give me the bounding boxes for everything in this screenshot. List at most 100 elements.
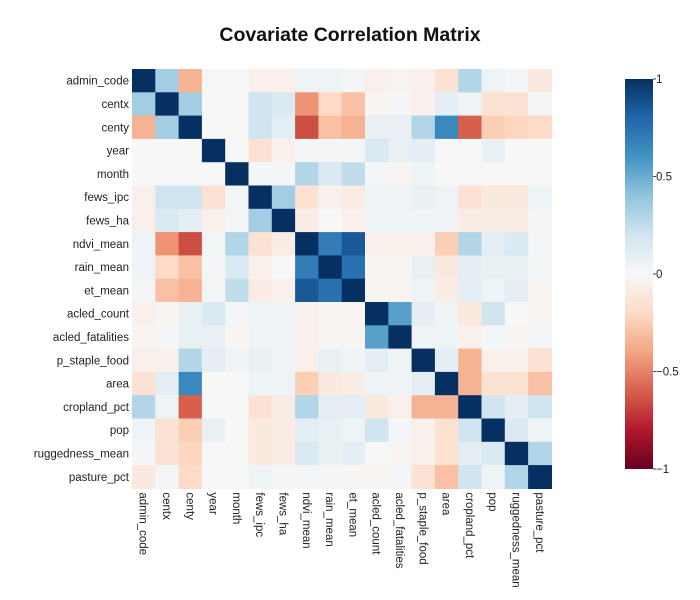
heatmap-cell-fews_ha-fews_ipc <box>248 208 273 233</box>
colorbar-tick-label: −0.5 <box>656 367 679 379</box>
heatmap-cell-year-pasture_pct <box>528 138 552 163</box>
heatmap-cell-pop-admin_code <box>132 418 156 443</box>
heatmap-cell-p_staple_food-centx <box>155 348 180 373</box>
heatmap-cell-centx-cropland_pct <box>458 92 483 117</box>
y-tick-label-month: month <box>97 169 129 181</box>
heatmap-cell-pasture_pct-area <box>434 465 459 489</box>
x-tick-label-fews_ha: fews_ha <box>276 492 288 535</box>
heatmap-cell-et_mean-p_staple_food <box>411 278 436 303</box>
heatmap-cell-area-admin_code <box>132 371 156 396</box>
heatmap-cell-acled_fatalities-ndvi_mean <box>295 325 319 350</box>
heatmap-cell-fews_ipc-acled_fatalities <box>388 185 413 210</box>
heatmap-cell-et_mean-acled_count <box>365 278 389 303</box>
x-tick-label-cropland_pct: cropland_pct <box>463 492 475 559</box>
heatmap-cell-month-acled_count <box>365 162 389 187</box>
heatmap-cell-fews_ha-month <box>225 208 250 233</box>
heatmap-cell-acled_count-ndvi_mean <box>295 302 319 326</box>
heatmap-cell-ndvi_mean-admin_code <box>132 232 156 256</box>
heatmap-cell-area-acled_fatalities <box>388 371 413 396</box>
heatmap-cell-rain_mean-area <box>434 255 459 280</box>
heatmap-cell-ruggedness_mean-centy <box>178 441 203 466</box>
heatmap-cell-ndvi_mean-acled_fatalities <box>388 232 413 256</box>
heatmap-cell-centx-admin_code <box>132 92 156 117</box>
heatmap-cell-cropland_pct-fews_ipc <box>248 395 273 420</box>
heatmap-cell-p_staple_food-admin_code <box>132 348 156 373</box>
heatmap-cell-p_staple_food-p_staple_food <box>411 348 436 373</box>
heatmap-cell-centy-admin_code <box>132 115 156 140</box>
heatmap-cell-year-admin_code <box>132 138 156 163</box>
heatmap-cell-pasture_pct-fews_ha <box>271 465 296 489</box>
heatmap-cell-ruggedness_mean-centx <box>155 441 180 466</box>
heatmap-cell-pop-cropland_pct <box>458 418 483 443</box>
heatmap-cell-admin_code-centx <box>155 69 180 93</box>
heatmap-cell-fews_ipc-admin_code <box>132 185 156 210</box>
colorbar: 1 0.5 0 −0.5 −1 <box>625 74 679 476</box>
heatmap-cell-ruggedness_mean-fews_ipc <box>248 441 273 466</box>
heatmap-cell-acled_count-rain_mean <box>318 302 343 326</box>
heatmap-cell-acled_count-acled_fatalities <box>388 302 413 326</box>
heatmap-cell-admin_code-fews_ipc <box>248 69 273 93</box>
heatmap-cell-centy-acled_count <box>365 115 389 140</box>
x-tick-label-ndvi_mean: ndvi_mean <box>300 492 312 548</box>
heatmap-cell-centy-cropland_pct <box>458 115 483 140</box>
heatmap-cell-month-pop <box>481 162 506 187</box>
heatmap-cell-cropland_pct-pop <box>481 395 506 420</box>
heatmap-cell-pasture_pct-fews_ipc <box>248 465 273 489</box>
heatmap-cell-ndvi_mean-month <box>225 232 250 256</box>
heatmap-cell-month-acled_fatalities <box>388 162 413 187</box>
heatmap-cell-pop-fews_ipc <box>248 418 273 443</box>
heatmap-cell-admin_code-month <box>225 69 250 93</box>
heatmap-cell-acled_count-month <box>225 302 250 326</box>
heatmap-cell-acled_count-fews_ha <box>271 302 296 326</box>
heatmap-cell-rain_mean-pop <box>481 255 506 280</box>
heatmap-cell-area-year <box>201 371 226 396</box>
heatmap-cell-rain_mean-p_staple_food <box>411 255 436 280</box>
y-tick-label-year: year <box>107 146 130 158</box>
heatmap-cell-year-centx <box>155 138 180 163</box>
heatmap-cell-year-month <box>225 138 250 163</box>
heatmap-cell-ndvi_mean-year <box>201 232 226 256</box>
heatmap-cell-area-et_mean <box>341 371 366 396</box>
heatmap-cell-ruggedness_mean-admin_code <box>132 441 156 466</box>
heatmap-cell-p_staple_food-pop <box>481 348 506 373</box>
x-tick-label-rain_mean: rain_mean <box>323 492 335 546</box>
heatmap-cell-fews_ipc-ndvi_mean <box>295 185 319 210</box>
heatmap-cell-pasture_pct-year <box>201 465 226 489</box>
x-tick-label-admin_code: admin_code <box>137 492 149 555</box>
heatmap-cell-centy-pop <box>481 115 506 140</box>
heatmap-cell-cropland_pct-area <box>434 395 459 420</box>
heatmap-cell-pasture_pct-pop <box>481 465 506 489</box>
heatmap-cell-centy-p_staple_food <box>411 115 436 140</box>
heatmap-cell-centx-pasture_pct <box>528 92 552 117</box>
heatmap-cell-year-cropland_pct <box>458 138 483 163</box>
x-tick-label-area: area <box>440 492 452 516</box>
heatmap-cell-pop-year <box>201 418 226 443</box>
y-tick-label-et_mean: et_mean <box>84 285 129 297</box>
heatmap-cell-fews_ha-pop <box>481 208 506 233</box>
heatmap-cell-fews_ipc-et_mean <box>341 185 366 210</box>
heatmap-cell-acled_count-year <box>201 302 226 326</box>
heatmap-cell-acled_fatalities-pasture_pct <box>528 325 552 350</box>
heatmap-cell-ruggedness_mean-pasture_pct <box>528 441 552 466</box>
heatmap-cell-ndvi_mean-ruggedness_mean <box>504 232 529 256</box>
heatmap-cell-fews_ipc-pop <box>481 185 506 210</box>
heatmap-cell-centy-centx <box>155 115 180 140</box>
heatmap-cell-rain_mean-fews_ha <box>271 255 296 280</box>
heatmap-cell-rain_mean-acled_count <box>365 255 389 280</box>
heatmap-cell-pop-centx <box>155 418 180 443</box>
colorbar-gradient <box>625 79 653 469</box>
y-tick-label-ruggedness_mean: ruggedness_mean <box>34 448 129 460</box>
heatmap-cell-centy-fews_ipc <box>248 115 273 140</box>
heatmap-cell-acled_count-acled_count <box>365 302 389 326</box>
heatmap-cells <box>132 69 552 489</box>
heatmap-cell-p_staple_food-et_mean <box>341 348 366 373</box>
heatmap-cell-centx-pop <box>481 92 506 117</box>
heatmap-cell-centy-centy <box>178 115 203 140</box>
colorbar-tick-label: 0.5 <box>656 172 672 184</box>
heatmap-cell-fews_ipc-rain_mean <box>318 185 343 210</box>
heatmap-cell-admin_code-area <box>434 69 459 93</box>
heatmap-cell-p_staple_food-month <box>225 348 250 373</box>
y-tick-label-centy: centy <box>102 122 130 134</box>
heatmap-cell-centy-rain_mean <box>318 115 343 140</box>
heatmap-cell-admin_code-pop <box>481 69 506 93</box>
